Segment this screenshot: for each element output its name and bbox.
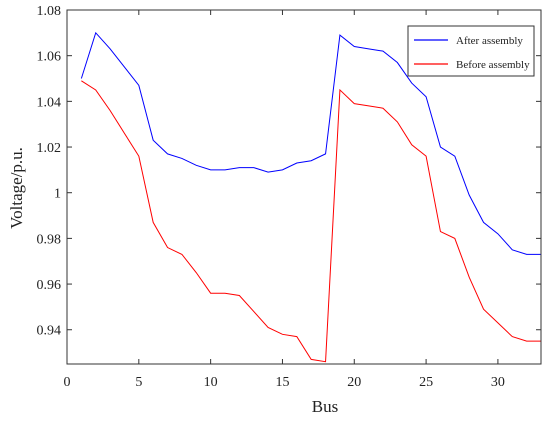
- x-tick-label: 10: [204, 375, 218, 390]
- series-line-after-assembly: [80, 31, 541, 255]
- x-tick-label: 5: [135, 375, 142, 390]
- x-tick-label: 0: [64, 375, 71, 390]
- y-axis-title: Voltage/p.u.: [7, 147, 26, 229]
- y-tick-label: 1.02: [37, 141, 62, 156]
- x-tick-label: 15: [275, 375, 289, 390]
- y-tick-label: 1.06: [37, 50, 62, 65]
- y-tick-label: 0.98: [37, 232, 62, 247]
- x-tick-label: 30: [491, 375, 505, 390]
- y-tick-label: 1: [54, 187, 61, 202]
- x-axis-title: Bus: [312, 397, 338, 416]
- y-tick-label: 1.08: [37, 4, 62, 19]
- legend-label-after-assembly: After assembly: [456, 35, 523, 47]
- axes: 0 5 10 15 20 25 30 0.94 0.96 0.98 1 1.02 1.04 1.06 1.0…: [37, 4, 542, 390]
- series-line-before-assembly: [81, 80, 541, 363]
- legend-label-before-assembly: Before assembly: [456, 59, 530, 71]
- axes-frame: [66, 9, 542, 365]
- plot-area: [80, 31, 541, 363]
- y-tick-label: 0.94: [37, 324, 62, 339]
- legend-box: [407, 25, 535, 77]
- x-tick-label: 20: [347, 375, 361, 390]
- legend: After assembly Before assembly: [407, 25, 535, 77]
- x-tick-label: 25: [419, 375, 433, 390]
- y-tick-label: 1.04: [37, 95, 62, 110]
- y-tick-label: 0.96: [37, 278, 62, 293]
